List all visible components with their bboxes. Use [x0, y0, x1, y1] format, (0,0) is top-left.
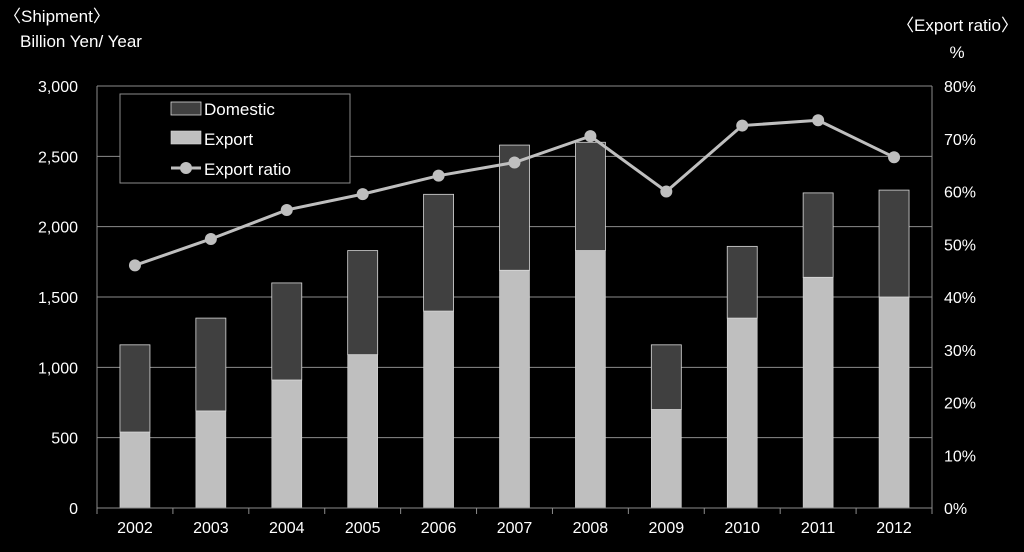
legend-label-ratio: Export ratio [204, 160, 291, 179]
y-tick-label: 3,000 [38, 79, 78, 96]
y2-tick-label: 20% [944, 396, 976, 413]
bar-export [271, 379, 303, 509]
bar-domestic [650, 344, 682, 410]
y2-tick-label: 10% [944, 448, 976, 465]
y-tick-label: 2,000 [38, 220, 78, 237]
y-tick-label: 1,500 [38, 290, 78, 307]
y2-tick-label: 50% [944, 237, 976, 254]
y2-tick-label: 0% [944, 501, 967, 518]
bar-domestic [575, 141, 606, 251]
left-axis-title: 〈Shipment〉 [4, 7, 110, 26]
y2-tick-label: 40% [944, 290, 976, 307]
ratio-point [432, 169, 445, 182]
x-tick-label: 2011 [801, 520, 836, 537]
bar-export [347, 354, 378, 509]
y2-tick-label: 30% [944, 343, 976, 360]
x-tick-label: 2002 [117, 520, 153, 537]
legend-label-export: Export [204, 130, 253, 149]
y2-tick-label: 80% [944, 79, 976, 96]
bar-domestic [423, 193, 454, 312]
ratio-point [356, 188, 369, 201]
y2-tick-label: 70% [944, 132, 976, 149]
bar-export [423, 310, 454, 509]
ratio-point [660, 185, 673, 198]
ratio-point [508, 156, 521, 169]
y-tick-label: 2,500 [38, 149, 78, 166]
y2-axis-label: % [949, 43, 964, 62]
x-tick-label: 2006 [421, 520, 457, 537]
bar-export [195, 410, 227, 509]
legend-swatch-export [170, 130, 202, 145]
x-tick-label: 2012 [876, 520, 912, 537]
x-tick-label: 2008 [573, 520, 609, 537]
bar-domestic [119, 344, 151, 433]
bar-export [575, 250, 606, 509]
ratio-point [128, 259, 141, 272]
legend-label-domestic: Domestic [204, 100, 275, 119]
ratio-point [736, 119, 749, 132]
x-tick-label: 2004 [269, 520, 305, 537]
x-tick-label: 2005 [345, 520, 381, 537]
bar-domestic [802, 192, 834, 278]
legend-swatch-ratio-point [180, 162, 192, 174]
bar-export [499, 269, 530, 509]
ratio-point [204, 232, 217, 245]
bar-export [651, 409, 682, 509]
axes-layer: 0 500 1,000 1,500 2,000 2,500 3,000 0% 10% 20% 30%… [38, 79, 976, 537]
y-tick-label: 500 [51, 431, 78, 448]
bar-export [802, 277, 834, 509]
ratio-point [584, 130, 597, 143]
bar-domestic [726, 245, 758, 319]
x-tick-label: 2003 [193, 520, 229, 537]
legend: Domestic Export Export ratio [119, 93, 351, 184]
bar-export [726, 317, 758, 509]
legend-swatch-domestic [170, 101, 202, 116]
x-tick-label: 2009 [649, 520, 685, 537]
ratio-point [812, 114, 825, 127]
bars-layer [119, 141, 910, 509]
x-tick-label: 2010 [724, 520, 760, 537]
bar-domestic [878, 189, 910, 298]
line-layer [128, 114, 901, 272]
y-tick-label: 1,000 [38, 360, 78, 377]
legend-box [119, 93, 351, 184]
ratio-point [280, 203, 293, 216]
bar-domestic [347, 250, 379, 356]
y2-tick-label: 60% [944, 185, 976, 202]
bar-export [119, 431, 151, 509]
bar-domestic [271, 282, 303, 381]
bar-domestic [195, 317, 227, 412]
y-axis-label: Billion Yen/ Year [20, 32, 142, 51]
x-tick-label: 2007 [497, 520, 533, 537]
y-tick-label: 0 [69, 501, 78, 518]
right-axis-title: 〈Export ratio〉 [897, 16, 1018, 35]
bar-export [878, 296, 910, 509]
ratio-point [888, 151, 901, 164]
